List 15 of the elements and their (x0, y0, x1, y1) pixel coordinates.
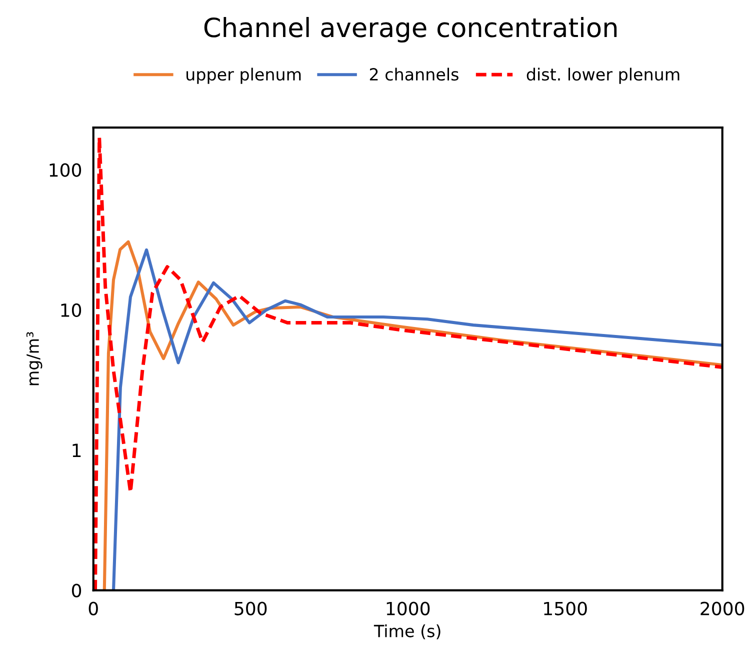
y-tick-label: 10 (61, 303, 82, 318)
legend-label: 2 channels (370, 68, 458, 81)
chart-title: Channel average concentration (204, 16, 617, 43)
x-tick-label: 500 (234, 602, 267, 616)
legend-label: dist. lower plenum (526, 68, 680, 84)
y-axis-title: mg/m³ (26, 332, 42, 386)
y-tick-label: 0 (72, 584, 82, 598)
y-tick-label: 100 (50, 163, 82, 177)
x-tick-label: 1500 (544, 602, 587, 616)
x-tick-label: 1000 (386, 602, 430, 616)
y-tick-label: 1 (72, 444, 81, 457)
x-tick-label: 0 (88, 602, 98, 616)
x-tick-label: 2000 (700, 602, 744, 616)
legend-label: upper plenum (186, 68, 301, 84)
x-axis-title: Time (s) (374, 624, 440, 640)
